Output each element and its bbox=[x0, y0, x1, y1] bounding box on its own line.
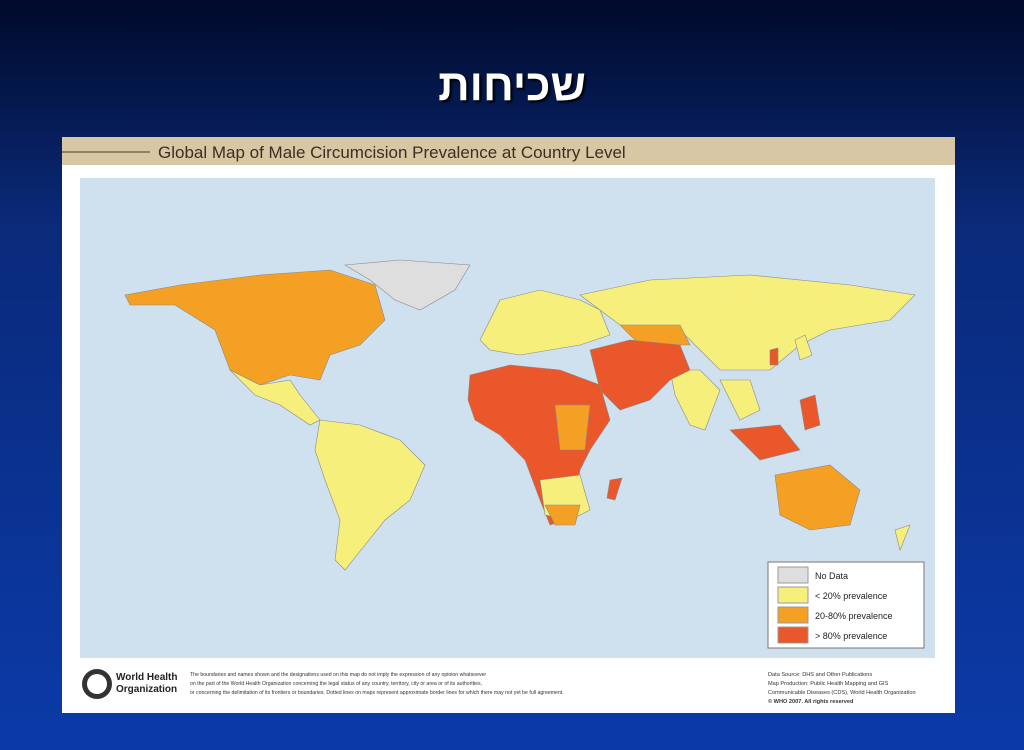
source-line: Map Production: Public Health Mapping an… bbox=[768, 681, 889, 687]
disclaimer-line: or concerning the delimitation of its fr… bbox=[190, 690, 564, 696]
legend-label: No Data bbox=[815, 571, 848, 581]
logo-text: World Health bbox=[116, 672, 177, 683]
source-line: © WHO 2007. All rights reserved bbox=[768, 698, 854, 705]
country bbox=[794, 334, 813, 361]
country bbox=[544, 504, 581, 526]
slide-title: שכיחות bbox=[438, 61, 586, 110]
legend-swatch bbox=[777, 626, 809, 644]
country bbox=[774, 464, 861, 531]
country bbox=[894, 524, 911, 551]
source-line: Communicable Diseases (CDS), World Healt… bbox=[768, 690, 916, 696]
source-line: Data Source: DHS and Other Publications bbox=[768, 672, 872, 678]
legend-swatch bbox=[777, 606, 809, 624]
disclaimer-line: on the part of the World Health Organiza… bbox=[190, 681, 482, 687]
disclaimer-line: The boundaries and names shown and the d… bbox=[190, 672, 486, 678]
disclaimer: The boundaries and names shown and the d… bbox=[190, 672, 564, 696]
legend-label: 20-80% prevalence bbox=[815, 611, 893, 621]
legend-label: > 80% prevalence bbox=[815, 631, 887, 641]
country bbox=[619, 324, 691, 346]
country bbox=[479, 289, 611, 356]
source: Data Source: DHS and Other Publications M… bbox=[768, 672, 916, 705]
logo-globe bbox=[87, 674, 107, 694]
country bbox=[314, 419, 426, 571]
who-logo: World Health Organization bbox=[82, 669, 177, 699]
country bbox=[669, 369, 721, 431]
country bbox=[344, 259, 471, 311]
legend: No Data < 20% prevalence 20-80% prevalence… bbox=[777, 566, 893, 644]
country bbox=[769, 347, 779, 366]
logo-text: Organization bbox=[116, 684, 177, 695]
legend-swatch bbox=[777, 566, 809, 584]
legend-swatch bbox=[777, 586, 809, 604]
country bbox=[589, 339, 691, 411]
country bbox=[799, 394, 821, 431]
country bbox=[554, 404, 591, 451]
country bbox=[719, 379, 761, 421]
countries bbox=[124, 259, 916, 571]
country bbox=[124, 269, 386, 386]
country bbox=[729, 424, 801, 461]
country bbox=[606, 477, 623, 501]
map-title: Global Map of Male Circumcision Prevalen… bbox=[158, 143, 626, 162]
map-header bbox=[62, 137, 955, 165]
legend-label: < 20% prevalence bbox=[815, 591, 887, 601]
